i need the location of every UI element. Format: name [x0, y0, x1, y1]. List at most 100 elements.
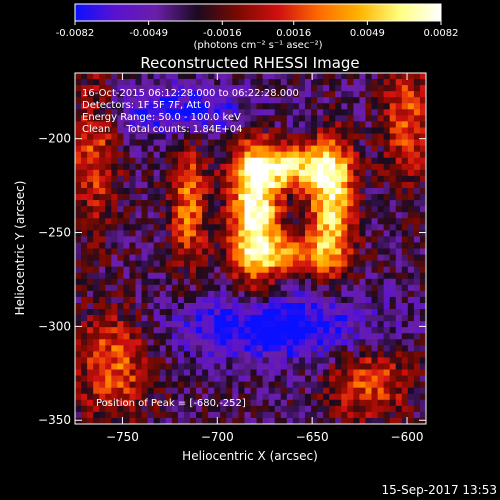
heatmap-cell [311, 260, 318, 268]
heatmap-cell [238, 242, 245, 249]
heatmap-cell [401, 218, 409, 225]
heatmap-cell [292, 200, 300, 207]
heatmap-cell [268, 200, 276, 207]
heatmap-cell [208, 139, 215, 147]
heatmap-cell [419, 248, 427, 255]
heatmap-cell [371, 218, 378, 225]
heatmap-cell [286, 212, 294, 219]
heatmap-cell [274, 73, 282, 80]
heatmap-cell [256, 242, 263, 249]
heatmap-cell [141, 169, 149, 177]
heatmap-cell [123, 224, 130, 231]
heatmap-cell [317, 163, 324, 171]
heatmap-cell [171, 260, 179, 268]
heatmap-cell [105, 73, 112, 80]
heatmap-cell [189, 187, 197, 195]
heatmap-cell [220, 175, 227, 183]
heatmap-cell [244, 399, 251, 407]
heatmap-cell [383, 399, 391, 407]
heatmap-cell [292, 151, 300, 159]
heatmap-cell [135, 345, 142, 352]
heatmap-cell [256, 109, 263, 116]
heatmap-cell [75, 381, 82, 389]
heatmap-cell [226, 181, 233, 189]
heatmap-cell [274, 139, 282, 147]
heatmap-cell [189, 121, 197, 128]
heatmap-cell [81, 169, 88, 177]
heatmap-cell [292, 387, 300, 395]
heatmap-cell [413, 230, 421, 237]
heatmap-cell [256, 163, 263, 171]
heatmap-cell [292, 187, 300, 195]
heatmap-cell [214, 206, 221, 213]
heatmap-cell [153, 381, 161, 389]
heatmap-cell [232, 194, 239, 201]
heatmap-cell [311, 97, 318, 104]
heatmap-cell [298, 79, 306, 86]
heatmap-cell [377, 399, 385, 407]
heatmap-cell [171, 387, 179, 395]
heatmap-cell [135, 393, 142, 401]
heatmap-cell [311, 254, 318, 261]
heatmap-cell [395, 272, 403, 280]
heatmap-cell [341, 212, 348, 219]
heatmap-cell [111, 357, 118, 364]
heatmap-cell [413, 345, 421, 352]
heatmap-cell [87, 121, 94, 128]
heatmap-cell [280, 272, 288, 280]
heatmap-cell [286, 163, 294, 171]
heatmap-cell [214, 321, 221, 328]
heatmap-cell [280, 73, 288, 80]
heatmap-cell [189, 315, 197, 322]
heatmap-cell [359, 97, 366, 104]
heatmap-cell [141, 157, 149, 165]
heatmap-cell [87, 345, 94, 352]
heatmap-cell [81, 411, 88, 419]
heatmap-cell [256, 200, 263, 207]
heatmap-cell [250, 121, 257, 128]
heatmap-cell [292, 73, 300, 80]
heatmap-cell [250, 309, 257, 316]
heatmap-cell [407, 260, 415, 268]
heatmap-cell [250, 333, 257, 340]
heatmap-cell [208, 345, 215, 352]
heatmap-cell [232, 357, 239, 364]
heatmap-cell [75, 327, 82, 334]
heatmap-cell [311, 387, 318, 395]
heatmap-cell [87, 91, 94, 98]
heatmap-cell [262, 91, 270, 98]
heatmap-cell [329, 375, 336, 383]
heatmap-cell [407, 145, 415, 153]
heatmap-cell [298, 103, 306, 110]
heatmap-cell [353, 411, 360, 419]
heatmap-cell [202, 151, 209, 159]
heatmap-cell [407, 278, 415, 286]
heatmap-cell [244, 363, 251, 370]
heatmap-cell [323, 127, 330, 134]
heatmap-cell [141, 351, 149, 358]
heatmap-cell [153, 399, 161, 407]
heatmap-cell [202, 181, 209, 189]
heatmap-cell [135, 405, 142, 413]
heatmap-cell [262, 133, 270, 140]
heatmap-cell [329, 73, 336, 80]
heatmap-cell [159, 121, 167, 128]
heatmap-cell [317, 411, 324, 419]
heatmap-cell [329, 145, 336, 153]
heatmap-cell [304, 85, 312, 92]
heatmap-cell [159, 411, 167, 419]
heatmap-cell [317, 97, 324, 104]
heatmap-cell [177, 260, 185, 268]
heatmap-cell [226, 411, 233, 419]
heatmap-cell [99, 103, 106, 110]
heatmap-cell [111, 351, 118, 358]
heatmap-cell [371, 212, 378, 219]
heatmap-cell [99, 194, 106, 201]
heatmap-cell [183, 363, 191, 370]
heatmap-cell [93, 363, 100, 370]
heatmap-cell [395, 284, 403, 292]
heatmap-cell [189, 151, 197, 159]
heatmap-cell [93, 266, 100, 274]
heatmap-cell [407, 369, 415, 376]
heatmap-cell [262, 393, 270, 401]
